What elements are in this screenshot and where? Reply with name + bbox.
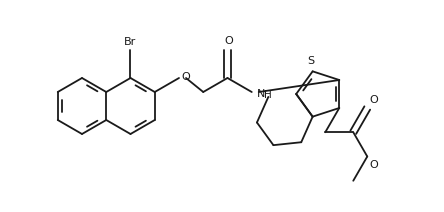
Text: Br: Br	[124, 37, 137, 47]
Text: H: H	[264, 90, 271, 100]
Text: O: O	[224, 36, 233, 46]
Text: O: O	[369, 95, 378, 105]
Text: O: O	[369, 160, 378, 170]
Text: N: N	[257, 88, 265, 99]
Text: S: S	[307, 56, 314, 66]
Text: O: O	[181, 72, 190, 82]
